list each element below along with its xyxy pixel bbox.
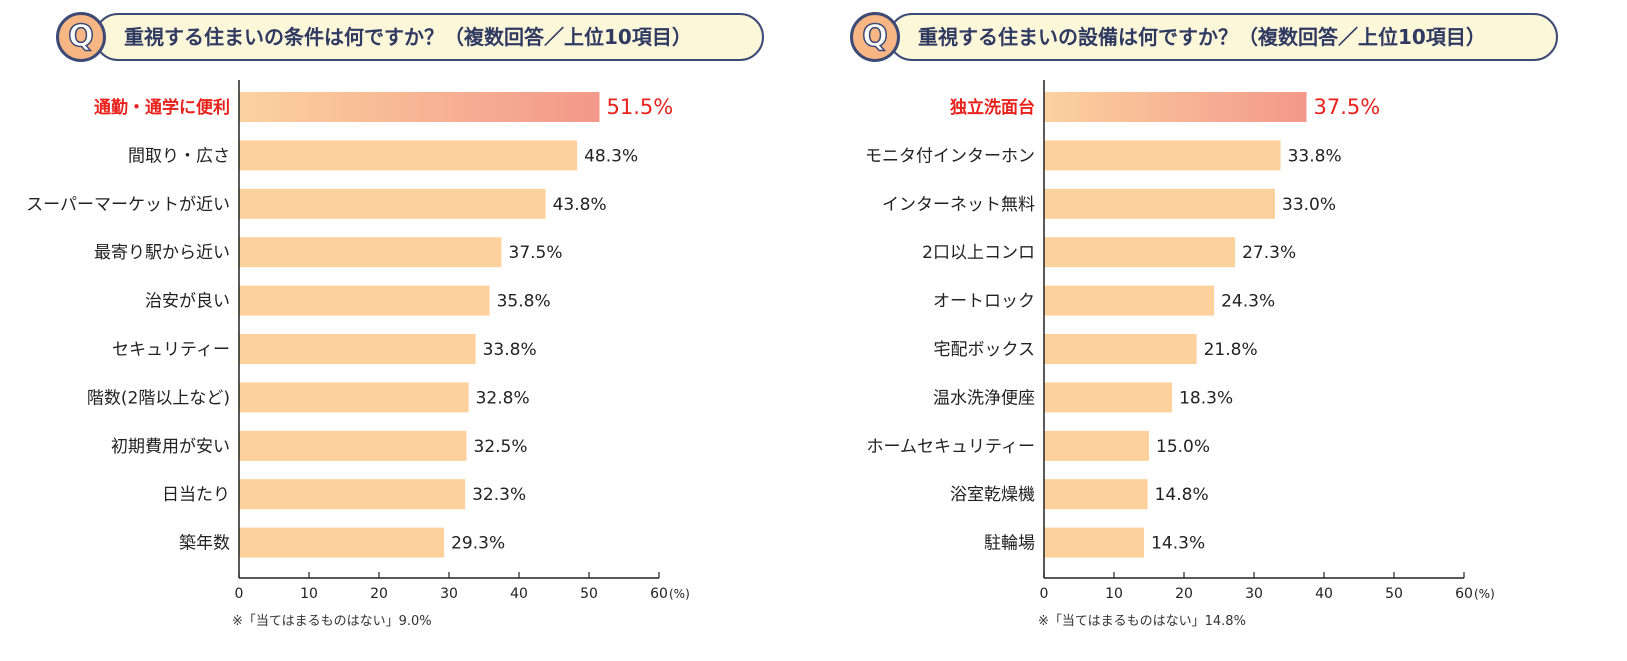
category-label: スーパーマーケットが近い	[26, 195, 230, 215]
value-label: 14.3%	[1151, 534, 1205, 554]
value-label: 51.5%	[607, 95, 674, 119]
category-label: 間取り・広さ	[128, 146, 230, 166]
bar	[239, 140, 578, 171]
value-label: 29.3%	[451, 534, 505, 554]
x-tick-label: 30	[440, 586, 458, 602]
x-unit-label: (%)	[669, 587, 690, 601]
bar-chart: 通勤・通学に便利 51.5% 間取り・広さ 48.3% スーパーマーケットが近い 43.8…	[26, 80, 690, 602]
question-pill	[888, 13, 1558, 61]
bar	[1044, 430, 1149, 461]
x-tick-label: 40	[510, 586, 528, 602]
value-label: 27.3%	[1242, 243, 1296, 263]
chart-panel-conditions: Q 重視する住まいの条件は何ですか？（複数回答／上位10項目） 通勤・通学に便利…	[0, 0, 790, 661]
bar-chart: 独立洗面台 37.5% モニタ付インターホン 33.8% インターネット無料 33.0% 2…	[865, 80, 1495, 602]
category-label: オートロック	[933, 292, 1035, 312]
x-tick-label: 40	[1315, 586, 1333, 602]
bar	[239, 334, 476, 364]
x-tick-label: 30	[1245, 586, 1263, 602]
bar	[1044, 188, 1275, 219]
x-tick-label: 60	[1455, 586, 1473, 602]
chart-panel-facilities: Q 重視する住まいの設備は何ですか？（複数回答／上位10項目） 独立洗面台 37.…	[820, 0, 1610, 661]
value-label: 37.5%	[1314, 95, 1381, 119]
bar	[239, 382, 469, 413]
bar	[239, 285, 490, 316]
bar	[239, 92, 600, 122]
bar	[239, 188, 546, 219]
category-label: 独立洗面台	[950, 97, 1035, 118]
category-label: セキュリティー	[112, 340, 230, 360]
bar	[1044, 382, 1173, 413]
value-label: 21.8%	[1204, 340, 1258, 360]
bar	[1044, 237, 1236, 268]
x-tick-label: 20	[1175, 586, 1193, 602]
bar	[1044, 334, 1197, 364]
category-label: 浴室乾燥機	[950, 485, 1035, 505]
value-label: 14.8%	[1155, 485, 1209, 505]
category-label: 駐輪場	[984, 534, 1035, 554]
bar	[1044, 527, 1145, 558]
category-label: 通勤・通学に便利	[94, 97, 230, 118]
value-label: 35.8%	[497, 292, 551, 312]
x-tick-label: 10	[300, 586, 318, 602]
category-label: 治安が良い	[145, 292, 230, 312]
x-tick-label: 50	[1385, 586, 1403, 602]
chart-note: ※「当てはまるものはない」9.0%	[232, 614, 432, 629]
bar	[239, 237, 502, 268]
category-label: インターネット無料	[882, 195, 1035, 215]
value-label: 43.8%	[553, 195, 607, 215]
category-label: 築年数	[179, 534, 230, 554]
value-label: 33.0%	[1282, 195, 1336, 215]
bar	[1044, 140, 1281, 171]
value-label: 32.5%	[474, 437, 528, 457]
question-pill	[94, 13, 764, 61]
value-label: 32.3%	[472, 485, 526, 505]
value-label: 33.8%	[483, 340, 537, 360]
bar	[239, 430, 467, 461]
chart-note: ※「当てはまるものはない」14.8%	[1038, 614, 1246, 629]
x-tick-label: 0	[1040, 586, 1049, 602]
category-label: モニタ付インターホン	[865, 146, 1035, 166]
q-letter: Q	[861, 19, 888, 54]
value-label: 24.3%	[1221, 292, 1275, 312]
bar	[1044, 92, 1307, 122]
chart-title: 重視する住まいの設備は何ですか？（複数回答／上位10項目）	[918, 25, 1486, 49]
category-label: ホームセキュリティー	[867, 437, 1035, 457]
value-label: 18.3%	[1179, 388, 1233, 408]
category-label: 最寄り駅から近い	[94, 243, 230, 263]
category-label: 2口以上コンロ	[922, 243, 1035, 263]
x-tick-label: 60	[650, 586, 668, 602]
value-label: 15.0%	[1156, 437, 1210, 457]
category-label: 日当たり	[162, 485, 230, 505]
value-label: 33.8%	[1288, 146, 1342, 166]
category-label: 階数(2階以上など)	[87, 388, 230, 408]
value-label: 48.3%	[584, 146, 638, 166]
q-badge-icon: Q	[850, 12, 900, 62]
value-label: 32.8%	[476, 388, 530, 408]
question-header: Q 重視する住まいの設備は何ですか？（複数回答／上位10項目）	[850, 12, 1558, 66]
q-badge-icon: Q	[56, 12, 106, 62]
bar	[239, 479, 466, 510]
category-label: 宅配ボックス	[934, 340, 1036, 360]
category-label: 温水洗浄便座	[933, 388, 1035, 408]
x-unit-label: (%)	[1474, 587, 1495, 601]
category-label: 初期費用が安い	[111, 437, 230, 457]
bar	[239, 527, 445, 558]
chart-title: 重視する住まいの条件は何ですか？（複数回答／上位10項目）	[124, 25, 692, 49]
question-header: Q 重視する住まいの条件は何ですか？（複数回答／上位10項目）	[56, 12, 764, 66]
x-tick-label: 10	[1105, 586, 1123, 602]
bar	[1044, 285, 1215, 316]
x-tick-label: 50	[580, 586, 598, 602]
x-tick-label: 0	[235, 586, 244, 602]
value-label: 37.5%	[509, 243, 563, 263]
bar	[1044, 479, 1148, 510]
x-tick-label: 20	[370, 586, 388, 602]
q-letter: Q	[67, 19, 94, 54]
